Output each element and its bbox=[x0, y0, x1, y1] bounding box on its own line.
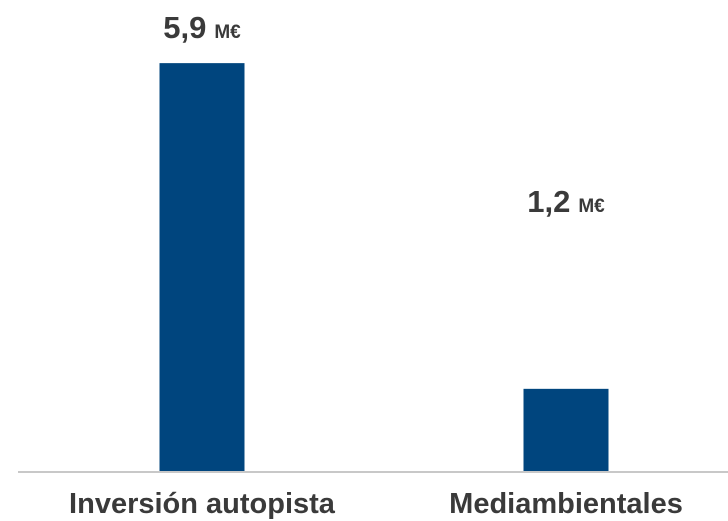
category-label-1: Inversión autopista bbox=[69, 488, 336, 520]
bar-value-number-1: 5,9 bbox=[163, 10, 206, 45]
bar-value-unit-1: M€ bbox=[214, 22, 241, 43]
bar-value-label-1: 5,9 M€ bbox=[163, 10, 241, 45]
category-label-2: Mediambientales bbox=[449, 488, 683, 520]
bar-1 bbox=[159, 63, 245, 472]
bar-2 bbox=[523, 388, 609, 472]
bars-group bbox=[159, 63, 609, 472]
bar-value-label-2: 1,2 M€ bbox=[527, 184, 605, 219]
bar-value-unit-2: M€ bbox=[578, 196, 605, 217]
bar-value-number-2: 1,2 bbox=[527, 184, 570, 219]
